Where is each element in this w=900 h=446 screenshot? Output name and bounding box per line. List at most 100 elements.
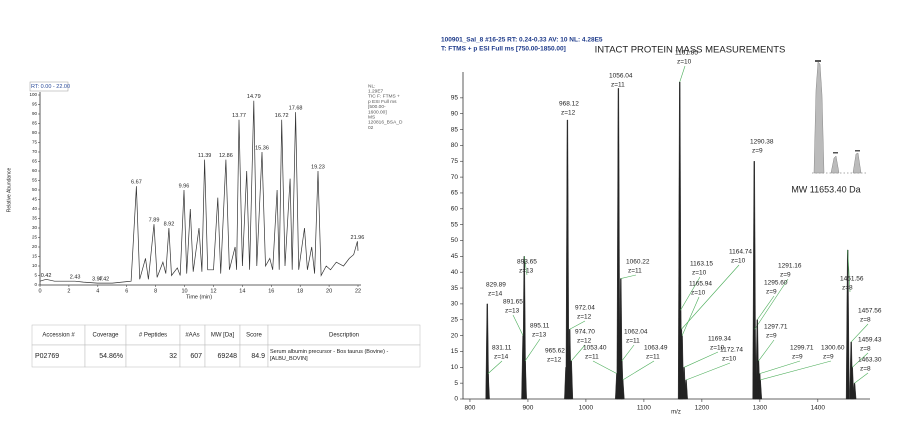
column-header: MW [Da] (211, 333, 235, 339)
column-header: Description (329, 333, 359, 339)
y-tick-label: 60 (32, 168, 38, 173)
y-tick-label: 0 (34, 282, 37, 287)
leader-line (571, 344, 586, 362)
leader-line (852, 352, 869, 368)
inset-marker (855, 150, 860, 152)
y-tick-label: 45 (32, 197, 38, 202)
leader-line (620, 274, 637, 279)
leader-line (569, 320, 586, 330)
peak-mz-label: 1060.22 (626, 259, 650, 266)
peak-mz-label: 891.65 (503, 299, 523, 306)
peak-charge-label: z=10 (710, 345, 725, 352)
peak-label: 9.96 (179, 183, 190, 189)
peak-label: 21.96 (351, 235, 365, 241)
leader-line (679, 65, 686, 83)
x-tick-label: 1100 (637, 405, 651, 412)
y-tick-label: 15 (451, 348, 459, 355)
peak-label: 0.42 (41, 273, 52, 279)
x-tick-label: 1200 (695, 405, 710, 412)
x-tick-label: 0 (38, 288, 41, 294)
peak-mz-label: 1053.40 (583, 345, 607, 352)
y-tick-label: 35 (451, 285, 459, 292)
x-axis-label: m/z (671, 410, 681, 416)
inset-label: MW 11653.40 Da (791, 184, 860, 194)
x-tick-label: 10 (181, 288, 187, 294)
header-box (29, 81, 69, 92)
peak-label: 17.68 (289, 106, 303, 112)
inset-spectrum (812, 60, 866, 174)
column-header: Accession # (42, 333, 75, 339)
column-header: Coverage (92, 333, 119, 339)
y-tick-label: 75 (451, 158, 459, 165)
x-tick-label: 4 (96, 288, 99, 294)
y-tick-label: 55 (451, 221, 459, 228)
peak-charge-label: z=14 (488, 291, 503, 298)
info-text: NL: (368, 83, 375, 89)
y-tick-label: 75 (32, 140, 38, 145)
peak (752, 329, 757, 400)
y-axis-label: Relative Abundance (6, 168, 12, 213)
table-text: 54.86% (99, 353, 123, 360)
peak-charge-label: z=9 (752, 148, 763, 155)
leader-line (758, 339, 775, 362)
peak-mz-label: 1297.71 (764, 324, 788, 331)
y-tick-label: 80 (32, 130, 38, 135)
peak (569, 360, 574, 400)
peak-charge-label: z=12 (577, 314, 592, 321)
info-text: p ESI Full ms (368, 99, 397, 105)
y-tick-label: 90 (451, 110, 459, 117)
peak-label: 15.36 (255, 145, 269, 151)
table-text: Serum albumin precursor - Bos taurus (Bo… (270, 349, 388, 362)
info-text: [500.00- (368, 104, 386, 110)
leader-line (524, 338, 541, 362)
peak-charge-label: z=9 (780, 272, 791, 279)
peak-charge-label: z=10 (731, 258, 746, 265)
y-tick-label: 85 (32, 121, 38, 126)
y-tick-label: 30 (32, 225, 38, 230)
x-tick-label: 8 (154, 288, 157, 294)
peak-label: 7.89 (149, 218, 160, 224)
peak-mz-label: 968.12 (559, 101, 579, 108)
peak-label: 13.77 (232, 113, 246, 119)
chromatogram-line (39, 100, 359, 284)
peak-charge-label: z=9 (823, 354, 834, 361)
peak-mz-label: 1295.60 (764, 280, 788, 287)
y-tick-label: 15 (32, 254, 38, 259)
leader-line (850, 323, 869, 343)
leader-line (512, 314, 524, 336)
leader-line (621, 344, 635, 362)
peak-mz-label: 1300.60 (821, 345, 845, 352)
peak-charge-label: z=8 (860, 366, 871, 373)
column-header: # Peptides (139, 333, 167, 339)
inset-marker (833, 152, 838, 154)
peak-mz-label: 1165.94 (689, 281, 712, 288)
peak-charge-label: z=8 (860, 346, 871, 353)
x-tick-label: 14 (239, 288, 245, 294)
leader-line (681, 296, 700, 336)
column-header: Score (246, 333, 262, 339)
peak-charge-label: z=14 (494, 354, 509, 361)
y-tick-label: 0 (454, 396, 458, 403)
peak-label: 19.23 (311, 164, 325, 170)
y-tick-label: 85 (451, 126, 459, 133)
inset-marker (815, 60, 821, 62)
peak-label: 12.86 (219, 153, 233, 159)
peak-mz-label: 1451.56 (840, 276, 864, 283)
peak-mz-label: 1163.15 (690, 261, 713, 268)
peak-mz-label: 1459.43 (858, 337, 882, 344)
y-tick-label: 25 (32, 235, 38, 240)
inset-peak (852, 152, 862, 174)
y-tick-label: 45 (451, 253, 459, 260)
peak-mz-label: 1463.30 (858, 357, 882, 364)
inset-peak (830, 155, 840, 174)
y-tick-label: 10 (32, 263, 38, 268)
peak-charge-label: z=13 (519, 268, 534, 275)
peak-charge-label: z=11 (611, 82, 625, 89)
peak-mz-label: 1290.38 (750, 139, 774, 146)
y-tick-label: 50 (451, 237, 459, 244)
peak-mz-label: 893.65 (517, 259, 537, 266)
peak-charge-label: z=11 (646, 354, 660, 361)
peak-charge-label: z=9 (766, 289, 777, 296)
leader-line (754, 278, 789, 330)
